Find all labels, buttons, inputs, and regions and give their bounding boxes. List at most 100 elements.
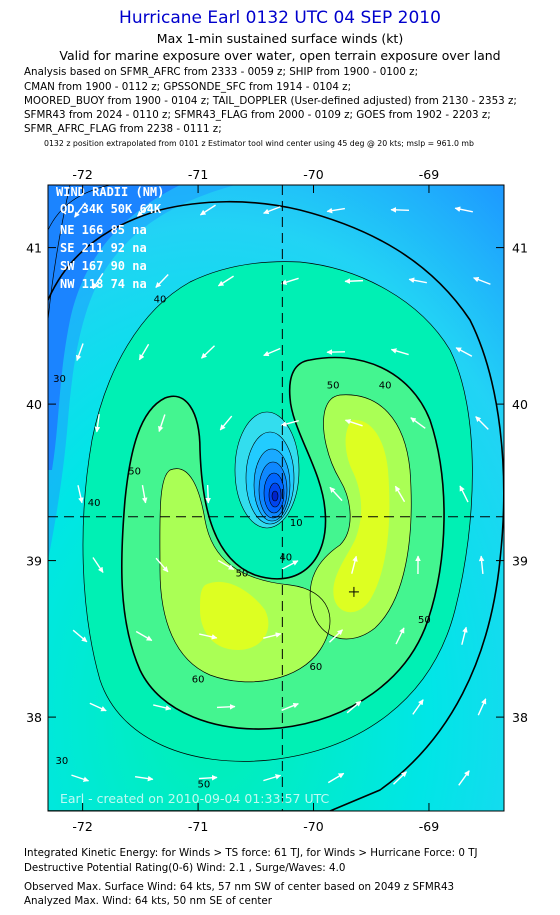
wind-vector <box>263 632 282 639</box>
max-wind-marker <box>348 586 359 597</box>
plot-area: 30 30 40 40 40 40 50 50 50 50 50 60 60 10 Earl - crea… <box>48 185 504 811</box>
wind-vector <box>394 485 406 503</box>
wind-vector-field <box>71 202 491 786</box>
wind-vector <box>92 557 104 573</box>
wind-vector <box>198 774 218 781</box>
wind-vector <box>477 698 487 716</box>
source-line-2: CMAN from 1900 - 0112 z; GPSSONDE_SFC fr… <box>24 81 352 93</box>
creation-watermark: Earl - created on 2010-09-04 01:33:57 UT… <box>60 791 330 806</box>
wind-vector <box>344 278 364 284</box>
contour-60-east <box>309 394 412 640</box>
wind-vector <box>136 203 152 217</box>
wind-vector <box>326 207 345 214</box>
extrapolation-note: 0132 z position extrapolated from 0101 z… <box>44 139 474 148</box>
contour-label: 50 <box>236 568 249 579</box>
wind-vector <box>77 485 84 504</box>
wind-vector <box>346 700 362 714</box>
wind-vector <box>72 629 88 643</box>
wind-vector <box>412 699 424 715</box>
footer-observed-max: Observed Max. Surface Wind: 64 kts, 57 n… <box>24 881 455 893</box>
contour-label: 50 <box>128 467 141 478</box>
wind-radii-header: QD 34K 50K 64K <box>60 202 162 216</box>
wind-vector <box>281 560 299 570</box>
x-tick-label-top: -69 <box>419 167 439 182</box>
y-tick-label-left: 40 <box>26 397 42 412</box>
wind-vector <box>92 273 104 290</box>
contour-40 <box>82 261 473 762</box>
y-tick-label-left: 39 <box>26 554 42 569</box>
y-tick-label-right: 38 <box>512 710 528 725</box>
wind-vector <box>141 485 148 504</box>
contour-label: 50 <box>418 615 431 626</box>
band-64-east <box>333 419 390 613</box>
wind-vector <box>329 486 343 502</box>
wind-vector <box>89 702 107 712</box>
x-tick-label-bottom: -69 <box>419 819 439 834</box>
wind-radii-row-se: SE 211 92 na <box>60 241 147 255</box>
wind-vector <box>135 630 153 642</box>
y-tick-label-right: 39 <box>512 554 528 569</box>
wind-vector <box>461 626 468 645</box>
contour-20 <box>48 185 111 231</box>
footer-analyzed-max: Analyzed Max. Wind: 64 kts, 50 nm SE of … <box>24 895 272 907</box>
x-tick-label-bottom: -71 <box>188 819 208 834</box>
wind-radii-row-nw: NW 118 74 na <box>60 277 147 291</box>
x-tick-label-top: -71 <box>188 167 208 182</box>
wind-vector <box>263 774 282 782</box>
wind-vector <box>199 633 218 640</box>
contour-label: 40 <box>379 380 392 391</box>
x-tick-label-top: -72 <box>72 167 92 182</box>
contour-label: 50 <box>327 380 340 391</box>
chart-subtitle-exposure: Valid for marine exposure over water, op… <box>59 48 501 63</box>
wind-vector <box>392 771 408 785</box>
wind-vector <box>134 775 154 782</box>
wind-vector <box>475 416 489 430</box>
wind-vector <box>205 484 211 504</box>
axes: -72 -72 -71 -71 -70 -70 -69 -69 38 38 39 39 40 40 41 41 <box>26 167 528 834</box>
source-line-1: Analysis based on SFMR_AFRC from 2333 - … <box>24 66 419 78</box>
wind-vector <box>454 206 473 213</box>
contour-label: 60 <box>309 662 322 673</box>
band-64-south <box>200 581 269 650</box>
wind-radii-row-sw: SW 167 90 na <box>60 259 147 273</box>
wind-vector <box>395 627 405 645</box>
wind-radii-row-ne: NE 166 85 na <box>60 223 147 237</box>
source-line-4: SFMR43 from 2024 - 0110 z; SFMR43_FLAG f… <box>24 109 491 121</box>
contour-label: 40 <box>279 553 292 564</box>
wind-vector <box>155 557 169 573</box>
y-tick-label-right: 40 <box>512 397 528 412</box>
wind-vector <box>390 207 410 213</box>
wind-vector <box>216 704 236 710</box>
wind-vector <box>94 413 101 433</box>
wind-vector <box>478 555 485 575</box>
wind-vector <box>281 702 299 711</box>
wind-vector <box>217 559 235 571</box>
source-line-5: SFMR_AFRC_FLAG from 2238 - 0111 z; <box>24 123 222 135</box>
wind-vector <box>138 343 150 361</box>
wind-vector <box>459 485 469 503</box>
contour-label: 30 <box>55 756 68 767</box>
contour-label: 50 <box>197 780 210 791</box>
contour-20b <box>48 185 71 321</box>
wind-vector <box>158 414 166 433</box>
wind-vector <box>344 419 363 427</box>
chart-subtitle-units: Max 1-min sustained surface winds (kt) <box>156 31 404 46</box>
wind-vector <box>73 202 87 218</box>
wind-vector <box>410 417 426 429</box>
wind-vector <box>199 204 216 216</box>
y-tick-label-left: 38 <box>26 710 42 725</box>
wind-vector <box>217 275 234 287</box>
x-tick-label-bottom: -70 <box>303 819 323 834</box>
wind-analysis-chart: 30 30 40 40 40 40 50 50 50 50 50 60 60 10 Earl - crea… <box>26 167 528 834</box>
contour-30 <box>48 200 504 811</box>
wind-vector <box>328 629 344 643</box>
wind-vector <box>219 415 233 431</box>
band-60-south <box>159 468 330 682</box>
wind-vector <box>408 277 427 284</box>
y-tick-label-right: 41 <box>512 241 528 256</box>
wind-vector <box>200 345 216 359</box>
wind-vector <box>458 770 470 786</box>
x-tick-label-top: -70 <box>303 167 323 182</box>
wind-vector <box>76 343 84 361</box>
wind-vector <box>280 420 299 427</box>
